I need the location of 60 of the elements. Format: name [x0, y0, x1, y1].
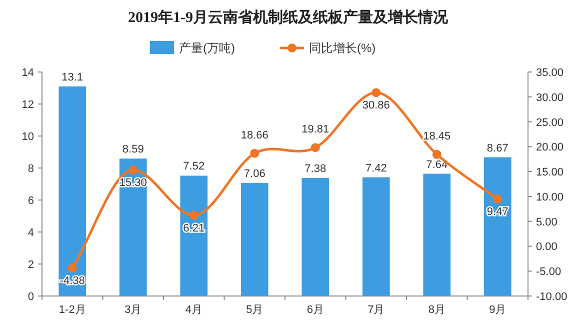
- y2-tick-label: 25.00: [536, 116, 564, 129]
- data-label: 30.86: [362, 100, 390, 112]
- data-label: -4.38: [60, 275, 85, 288]
- point: [372, 88, 381, 98]
- data-label: 18.45: [423, 130, 451, 142]
- y2-tick-label: 10.00: [536, 191, 564, 204]
- data-label: 19.81: [302, 124, 330, 136]
- y-tick-label: 8: [28, 163, 34, 175]
- chart-title: 2019年1-9月云南省机制纸及纸板产量及增长情况: [128, 9, 449, 26]
- bar: [302, 178, 330, 296]
- bar: [119, 158, 147, 296]
- bar: [362, 177, 390, 296]
- point: [68, 264, 77, 273]
- point: [189, 210, 198, 220]
- legend-label: 产量(万吨): [179, 41, 235, 55]
- y-tick-label: 6: [28, 195, 34, 207]
- point: [493, 194, 502, 204]
- x-tick-label: 6月: [306, 304, 324, 316]
- y-tick-label: 12: [22, 99, 34, 111]
- data-label: 8.67: [486, 142, 508, 154]
- y2-tick-label: 15.00: [536, 166, 564, 179]
- y-tick-label: 10: [22, 131, 34, 143]
- data-label: 8.59: [122, 144, 144, 156]
- bar: [423, 174, 451, 296]
- y2-tick-label: -10.00: [536, 291, 568, 303]
- data-label: 7.38: [304, 162, 326, 175]
- y2-tick-label: 20.00: [536, 142, 564, 154]
- bar: [180, 176, 208, 296]
- x-tick-label: 5月: [246, 304, 264, 316]
- y2-tick-label: -5.00: [536, 266, 562, 278]
- data-label: 7.06: [244, 168, 266, 180]
- data-label: 9.47: [486, 206, 508, 218]
- data-label: 7.42: [365, 162, 387, 174]
- data-label: 7.52: [183, 160, 205, 173]
- point: [310, 143, 320, 152]
- data-label: 18.66: [240, 129, 268, 142]
- bar: [58, 86, 86, 296]
- point: [432, 150, 442, 159]
- x-tick-label: 8月: [428, 304, 446, 316]
- bar: [484, 157, 512, 296]
- data-label: 13.1: [62, 71, 84, 84]
- x-tick-label: 9月: [489, 304, 506, 316]
- y2-tick-label: 0.00: [536, 241, 558, 254]
- x-tick-label: 4月: [185, 304, 202, 316]
- x-tick-label: 1-2月: [58, 304, 86, 316]
- y2-tick-label: 30.00: [536, 92, 564, 104]
- y-tick-label: 2: [28, 259, 34, 271]
- bar: [240, 183, 268, 296]
- x-tick-label: 3月: [124, 304, 142, 316]
- point: [250, 148, 260, 158]
- y-tick-label: 14: [22, 67, 34, 79]
- point: [128, 166, 138, 175]
- y2-tick-label: 5.00: [536, 216, 558, 228]
- x-tick-label: 7月: [368, 304, 385, 316]
- y-tick-label: 4: [28, 227, 34, 239]
- y-tick-label: 0: [28, 291, 34, 303]
- legend-label: 同比增长(%): [309, 41, 376, 55]
- data-label: 15.30: [119, 177, 147, 190]
- y2-tick-label: 35.00: [536, 67, 564, 79]
- data-label: 6.21: [183, 222, 205, 234]
